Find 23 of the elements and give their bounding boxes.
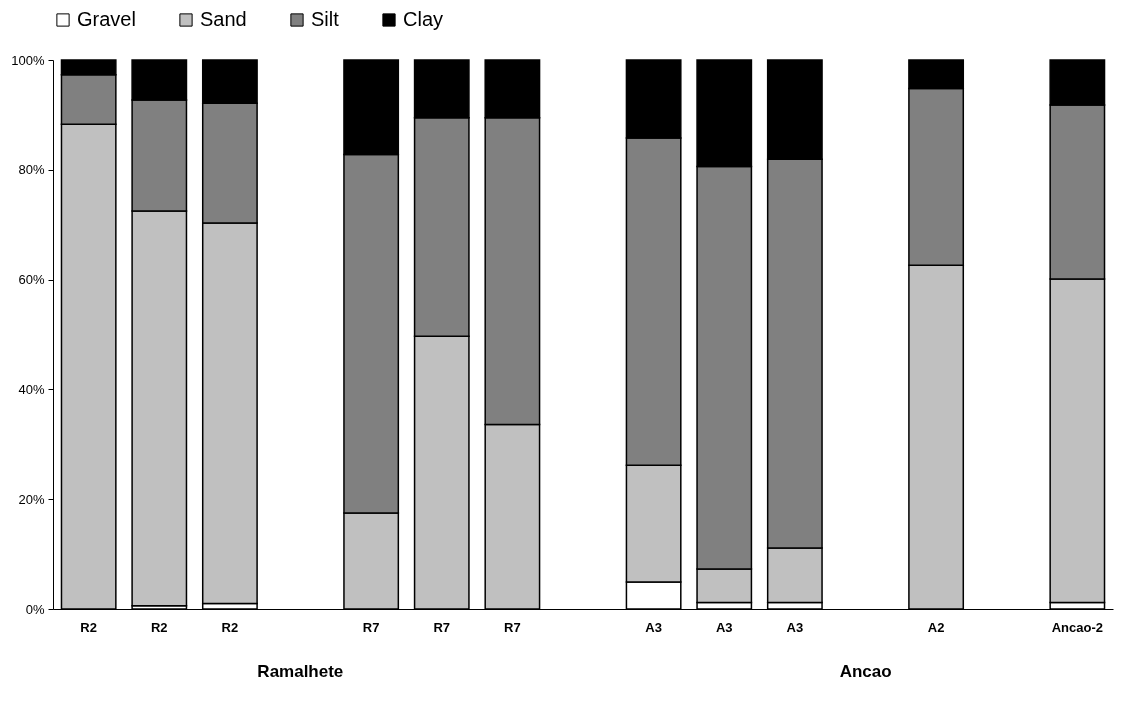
x-tick-label: R2: [80, 619, 97, 635]
legend-label: Clay: [403, 8, 444, 30]
y-tick-label: 60%: [18, 272, 45, 288]
y-tick-label: 80%: [18, 162, 45, 178]
x-tick-label: A3: [786, 619, 804, 635]
text: Ancao: [839, 662, 892, 681]
x-tick-label: A3: [715, 619, 733, 635]
legend-label: Gravel: [77, 8, 136, 30]
x-tick-label: R7: [504, 619, 521, 635]
y-tick-label: 20%: [18, 491, 45, 507]
x-tick-label: A2: [927, 619, 945, 635]
legend-label: Silt: [311, 8, 340, 30]
legend-label: Sand: [200, 8, 247, 30]
x-tick-label: R2: [221, 619, 239, 635]
x-tick-label: A3: [645, 619, 662, 635]
x-tick-label: R2: [150, 619, 168, 635]
x-tick-label: R7: [362, 619, 380, 635]
x-tick-label: R7: [433, 619, 451, 635]
y-tick-label: 40%: [18, 381, 45, 397]
y-tick-label: 0%: [25, 601, 45, 617]
text: Ramalhete: [257, 662, 344, 681]
y-tick-label: 100%: [11, 52, 45, 68]
x-tick-label: Ancao-2: [1051, 619, 1103, 635]
